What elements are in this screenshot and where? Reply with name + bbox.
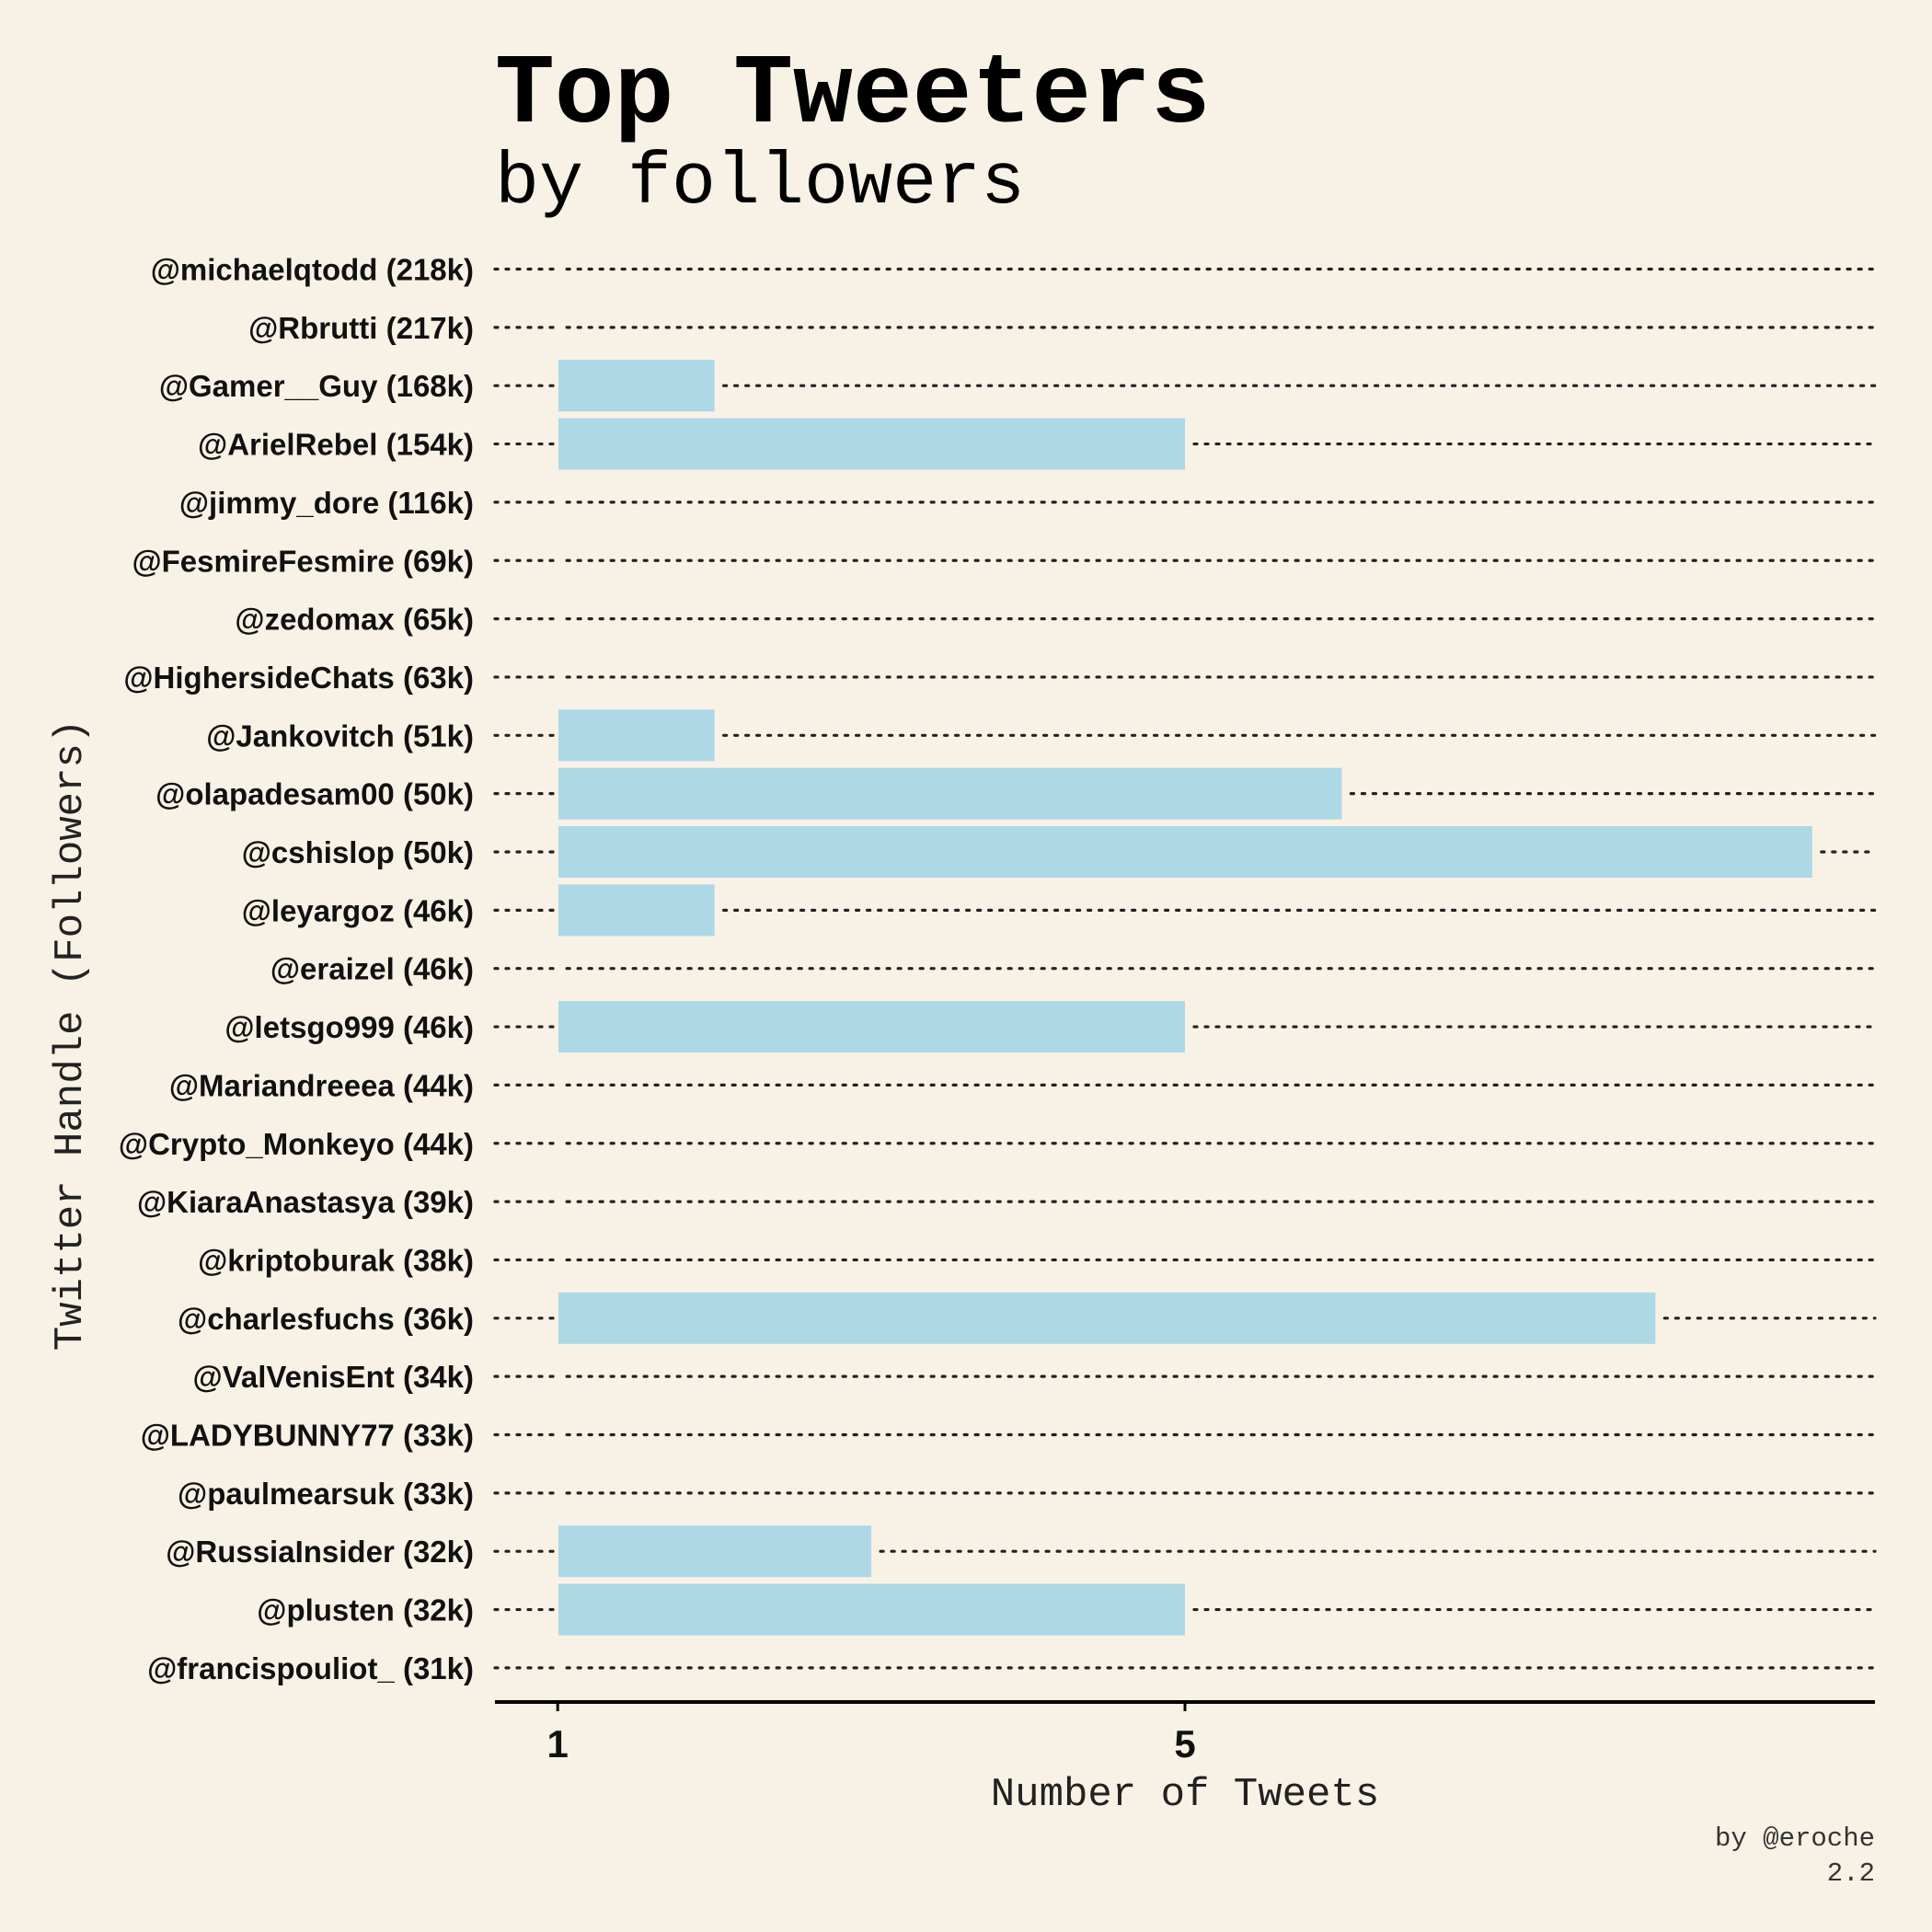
- y-tick-label: @paulmearsuk (33k): [178, 1477, 474, 1511]
- bar: [558, 826, 1812, 878]
- bar: [558, 884, 715, 937]
- y-tick-label: @KiaraAnastasya (39k): [137, 1185, 474, 1219]
- bar: [558, 1292, 1656, 1344]
- y-tick-label: @ValVenisEnt (34k): [193, 1360, 474, 1394]
- y-tick-label: @olapadesam00 (50k): [155, 777, 474, 811]
- y-tick-label: @FesmireFesmire (69k): [132, 544, 474, 578]
- y-tick-label: @leyargoz (46k): [242, 893, 474, 927]
- chart-subtitle: by followers: [495, 142, 1025, 225]
- y-tick-label: @eraizel (46k): [270, 952, 474, 986]
- bar: [558, 767, 1342, 820]
- y-tick-label: @Crypto_Monkeyo (44k): [119, 1127, 474, 1161]
- x-tick-label: 5: [1174, 1722, 1195, 1765]
- x-axis-title: Number of Tweets: [991, 1772, 1379, 1818]
- chart-rows: @michaelqtodd (218k) @Rbrutti (217k) @Game…: [119, 253, 1877, 1685]
- y-tick-label: @plusten (32k): [257, 1593, 474, 1627]
- y-tick-label: @charlesfuchs (36k): [178, 1302, 474, 1336]
- y-tick-label: @zedomax (65k): [235, 603, 474, 637]
- bar: [558, 1583, 1185, 1636]
- x-tick-label: 1: [547, 1722, 569, 1765]
- y-tick-label: @Jankovitch (51k): [206, 719, 474, 753]
- bar: [558, 418, 1185, 470]
- y-tick-label: @kriptoburak (38k): [198, 1243, 474, 1277]
- y-tick-label: @letsgo999 (46k): [224, 1010, 474, 1044]
- version-text: 2.2: [1827, 1858, 1875, 1889]
- bar: [558, 360, 715, 412]
- y-tick-label: @Rbrutti (217k): [248, 311, 474, 345]
- y-tick-label: @LADYBUNNY77 (33k): [141, 1419, 474, 1453]
- y-tick-label: @cshislop (50k): [242, 835, 474, 869]
- y-tick-label: @Gamer__Guy (168k): [159, 369, 474, 403]
- y-tick-label: @HighersideChats (63k): [123, 661, 474, 695]
- bar: [558, 709, 715, 762]
- y-tick-label: @francispouliot_ (31k): [147, 1651, 474, 1685]
- y-axis-title: Twitter Handle (Followers): [48, 719, 94, 1351]
- bar: [558, 1001, 1185, 1053]
- bar: [558, 1525, 872, 1578]
- y-tick-label: @michaelqtodd (218k): [151, 253, 474, 287]
- y-tick-label: @RussiaInsider (32k): [166, 1535, 474, 1569]
- y-tick-label: @ArielRebel (154k): [198, 428, 474, 462]
- y-tick-label: @Mariandreeea (44k): [169, 1068, 474, 1102]
- y-tick-label: @jimmy_dore (116k): [179, 486, 474, 520]
- credit-text: by @eroche: [1715, 1823, 1875, 1854]
- chart-title: Top Tweeters: [495, 40, 1211, 152]
